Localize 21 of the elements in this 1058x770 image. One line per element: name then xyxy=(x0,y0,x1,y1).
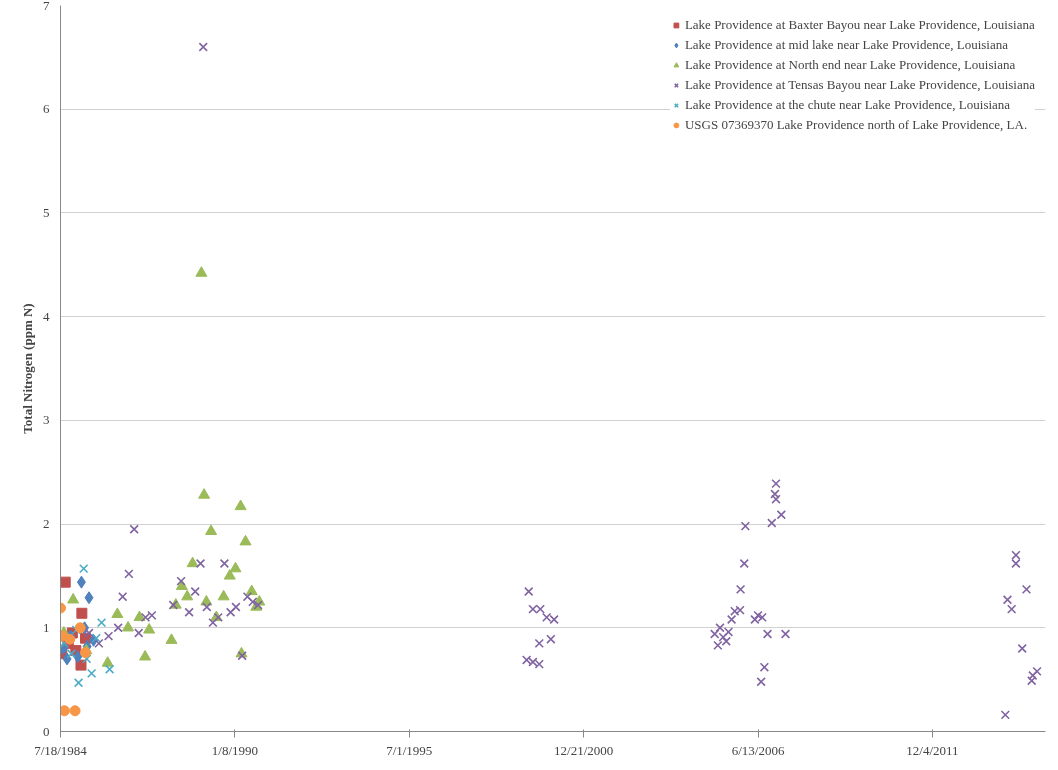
y-tick-label: 4 xyxy=(43,308,50,324)
y-tick-label: 3 xyxy=(43,412,50,428)
legend-label: Lake Providence at mid lake near Lake Providence, Louisiana xyxy=(684,37,1008,53)
y-tick-label: 6 xyxy=(43,101,50,117)
legend-label: Lake Providence at the chute near Lake Providence, Louisiana xyxy=(684,97,1011,113)
x-tick-label: 7/18/1984 xyxy=(34,742,88,758)
legend-label: Lake Providence at Baxter Bayou near Lake Providence, Louisiana xyxy=(684,17,1035,33)
y-tick-label: 7 xyxy=(43,0,50,13)
x-tick-label: 12/4/2011 xyxy=(906,742,959,758)
legend-label: Lake Providence at North end near Lake Providence, Louisiana xyxy=(684,57,1016,73)
y-tick-label: 0 xyxy=(43,723,50,739)
y-tick-label: 5 xyxy=(43,204,50,220)
x-tick-label: 12/21/2000 xyxy=(554,742,614,758)
x-tick-label: 6/13/2006 xyxy=(731,742,785,758)
x-tick-label: 1/8/1990 xyxy=(211,742,259,758)
legend-label: Lake Providence at Tensas Bayou near Lake Providence, Louisiana xyxy=(684,77,1035,93)
x-tick-label: 7/1/1995 xyxy=(386,742,433,758)
legend-label: USGS 07369370 Lake Providence north of Lake Providence, LA. xyxy=(684,117,1028,133)
y-tick-label: 1 xyxy=(43,619,50,635)
y-tick-label: 2 xyxy=(43,516,50,532)
y-axis-title: Total Nitrogen (ppm N) xyxy=(20,303,35,434)
